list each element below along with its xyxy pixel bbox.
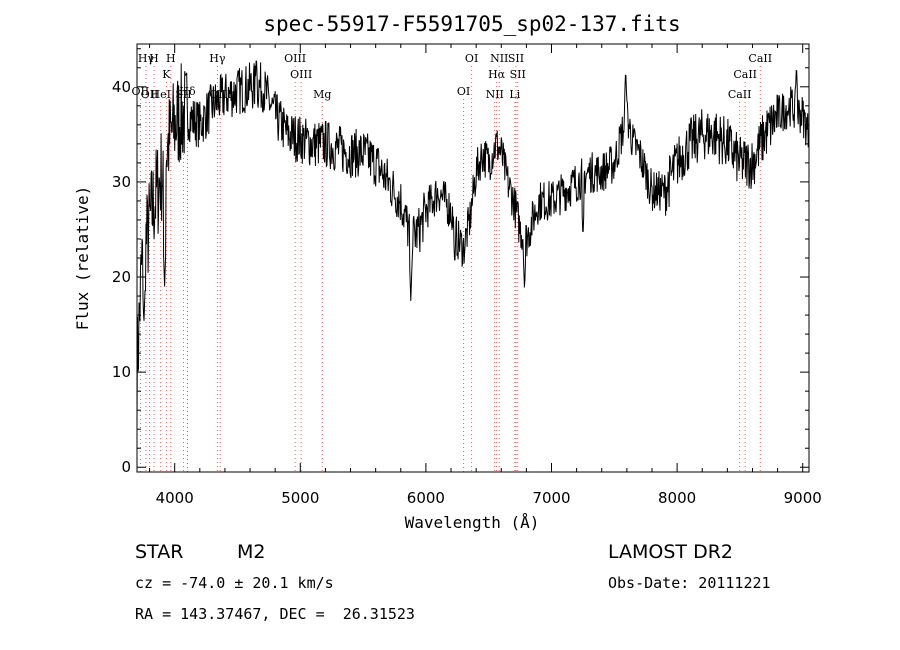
observation-date: Obs-Date: 20111221 <box>608 574 771 592</box>
line-label: Hα <box>488 68 506 81</box>
line-label: SII <box>508 52 524 65</box>
line-label: CaII <box>748 52 772 65</box>
y-tick-label: 20 <box>112 268 131 286</box>
x-tick-label: 6000 <box>407 489 445 507</box>
object-class: STAR <box>135 541 183 563</box>
sky-coordinates: RA = 143.37467, DEC = 26.31523 <box>135 605 415 623</box>
line-label: NII <box>490 52 508 65</box>
chart-title: spec-55917-F5591705_sp02-137.fits <box>263 12 680 36</box>
emission-line-markers <box>140 66 760 472</box>
y-tick-label: 10 <box>112 363 131 381</box>
y-axis-label: Flux (relative) <box>73 186 92 331</box>
line-label: OIII <box>284 52 306 65</box>
line-label: Mg <box>313 88 331 101</box>
redshift-velocity: cz = -74.0 ± 20.1 km/s <box>135 574 334 592</box>
line-label: H <box>166 52 176 65</box>
line-label: OI <box>457 85 470 98</box>
line-label: H <box>149 52 159 65</box>
y-tick-label: 40 <box>112 78 131 96</box>
line-label: Hγ <box>209 52 226 65</box>
line-label: Li <box>509 88 520 101</box>
x-tick-label: 5000 <box>281 489 319 507</box>
x-axis-label: Wavelength (Å) <box>405 513 540 532</box>
x-tick-label: 9000 <box>784 489 822 507</box>
x-tick-label: 7000 <box>532 489 570 507</box>
y-tick-label: 30 <box>112 173 131 191</box>
line-label: CaII <box>728 88 752 101</box>
plot-frame <box>137 44 809 472</box>
x-tick-label: 8000 <box>658 489 696 507</box>
line-label: OI <box>465 52 478 65</box>
survey-name: LAMOST DR2 <box>608 541 733 563</box>
line-label: OIII <box>290 68 312 81</box>
line-label: SII <box>510 68 526 81</box>
line-label: K <box>162 68 171 81</box>
y-axis: 0 10 20 30 40 <box>112 49 809 476</box>
line-label: NII <box>486 88 504 101</box>
y-tick-label: 0 <box>121 458 131 476</box>
x-axis: 4000 5000 6000 7000 8000 9000 <box>150 44 822 507</box>
spectrum-line <box>137 61 808 424</box>
x-tick-label: 4000 <box>156 489 194 507</box>
object-subclass: M2 <box>237 541 265 563</box>
line-label: HeI <box>151 88 171 101</box>
line-label: CaII <box>733 68 757 81</box>
